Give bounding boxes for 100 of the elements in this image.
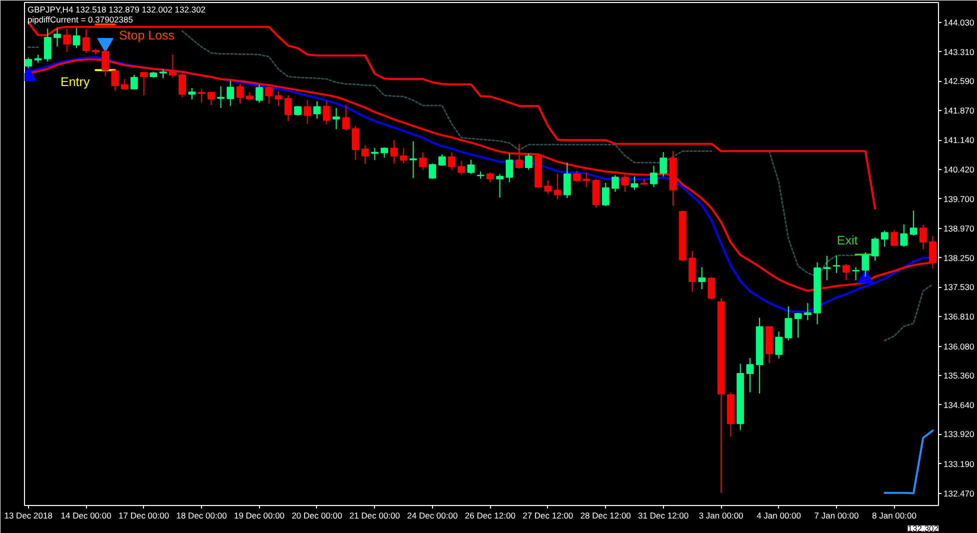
x-tick-label: 3 Jan 00:00	[698, 510, 744, 520]
x-tick-label: 26 Dec 12:00	[464, 510, 516, 520]
candlestick	[188, 88, 196, 100]
y-tick-label: 134.640	[944, 400, 974, 410]
x-tick-label: 19 Dec 00:00	[234, 510, 285, 520]
candlestick	[602, 182, 610, 207]
candlestick	[515, 143, 523, 170]
candlestick	[486, 172, 494, 183]
y-tick-label: 136.080	[944, 341, 974, 352]
x-tick-label: 8 Jan 00:00	[872, 510, 917, 520]
y-tick-label: 141.140	[944, 135, 974, 146]
candlestick	[428, 162, 436, 180]
candlestick	[688, 250, 696, 292]
candlestick	[804, 302, 812, 321]
candlestick	[448, 152, 456, 170]
candlestick	[563, 162, 571, 198]
candlestick	[467, 159, 475, 174]
y-tick-label: 133.190	[944, 458, 974, 469]
candlestick	[496, 173, 504, 198]
candlestick	[198, 88, 206, 103]
x-tick-label: 20 Dec 00:00	[292, 510, 343, 520]
candlestick	[823, 255, 831, 281]
candlestick	[458, 160, 465, 176]
candlestick	[236, 83, 244, 104]
x-tick-label: 28 Dec 12:00	[580, 510, 632, 520]
series-label: Entry	[60, 75, 90, 90]
candlestick	[506, 153, 514, 183]
candlestick	[207, 92, 215, 106]
candlestick	[342, 104, 350, 132]
candlestick	[698, 266, 706, 290]
candlestick	[63, 28, 71, 52]
candlestick	[621, 173, 629, 192]
y-tick-label: 136.810	[944, 312, 974, 322]
candlestick	[842, 263, 850, 281]
x-tick-label: 13 Dec 2018	[4, 510, 53, 520]
candlestick	[775, 331, 782, 359]
x-tick-label: 31 Dec 12:00	[638, 510, 689, 520]
candlestick	[274, 90, 282, 106]
candlestick	[322, 100, 330, 125]
y-tick-label: 140.420	[944, 164, 974, 174]
candlestick	[72, 28, 80, 49]
candlestick	[140, 72, 148, 96]
x-tick-label: 14 Dec 00:00	[60, 510, 112, 520]
candlestick	[352, 125, 360, 161]
candlestick	[890, 230, 898, 247]
candlestick	[217, 86, 224, 108]
candlestick	[582, 172, 590, 188]
candlestick	[862, 252, 870, 278]
y-tick-label: 132.470	[944, 488, 974, 498]
candlestick	[852, 266, 860, 281]
candlestick	[111, 70, 119, 91]
y-tick-label: 138.250	[944, 252, 974, 263]
candlestick	[226, 80, 234, 106]
y-tick-label: 142.590	[944, 76, 974, 86]
candlestick	[304, 100, 312, 124]
candlestick	[265, 85, 273, 104]
series-label: Exit	[836, 234, 858, 248]
candlestick	[256, 84, 263, 104]
candlestick	[438, 154, 446, 166]
candlestick	[390, 140, 398, 164]
candlestick	[900, 224, 908, 248]
candlestick	[612, 174, 619, 192]
x-tick-label: 21 Dec 00:00	[349, 510, 400, 520]
candlestick	[910, 210, 918, 236]
candlestick	[371, 147, 378, 161]
text: pipdiffCurrent = 0.37902385	[28, 14, 134, 24]
candlestick	[82, 28, 90, 54]
candlestick	[919, 224, 927, 250]
candlestick	[708, 276, 716, 300]
candlestick	[871, 237, 879, 262]
candlestick	[44, 28, 52, 62]
candlestick	[419, 152, 426, 170]
y-tick-label: 135.360	[944, 370, 974, 381]
candlestick	[24, 56, 32, 69]
y-tick-label: 144.030	[944, 17, 974, 28]
candlestick	[880, 230, 888, 248]
candlestick	[332, 107, 340, 130]
x-tick-label: 27 Dec 12:00	[522, 510, 574, 520]
candlestick	[794, 312, 802, 338]
candlestick	[524, 153, 532, 170]
chart-title: GBPJPY,H4 132.518 132.879 132.002 132.302	[28, 4, 206, 14]
candlestick	[120, 78, 128, 90]
candlestick	[746, 358, 754, 393]
candlestick	[178, 72, 186, 98]
candlestick	[313, 100, 321, 120]
x-tick-label: 18 Dec 00:00	[176, 510, 228, 520]
x-tick-label: 17 Dec 00:00	[118, 510, 170, 520]
text: 132.302	[908, 524, 939, 533]
candlestick	[130, 74, 138, 90]
candlestick	[544, 180, 552, 195]
y-tick-label: 133.920	[944, 429, 974, 440]
y-tick-label: 137.530	[944, 282, 974, 292]
candlestick	[361, 144, 369, 165]
x-tick-label: 7 Jan 00:00	[814, 510, 859, 520]
candlestick	[784, 306, 792, 342]
candlestick	[573, 170, 580, 182]
y-tick-label: 141.870	[944, 105, 974, 116]
x-tick-label: 24 Dec 00:00	[407, 510, 458, 520]
candlestick	[650, 165, 658, 188]
candlestick	[400, 147, 408, 164]
